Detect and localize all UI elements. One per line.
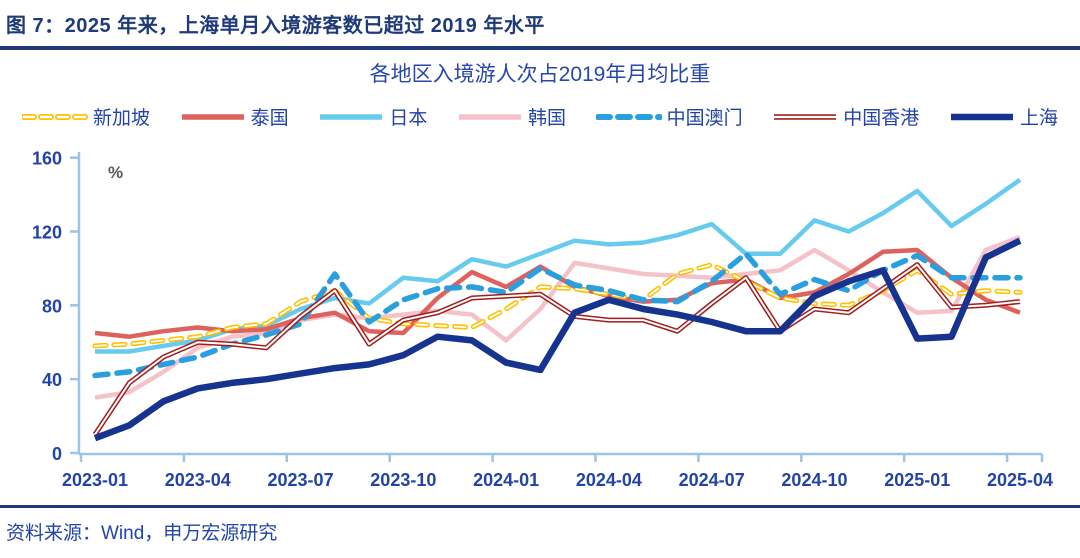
legend-swatch-icon-hongkong (774, 113, 837, 120)
legend-label-thailand: 泰国 (250, 108, 289, 129)
x-axis-tick-label: 2024-04 (576, 470, 642, 490)
legend-item-singapore: 新加坡 (22, 103, 150, 130)
legend-label-singapore: 新加坡 (93, 108, 151, 129)
legend-item-korea: 韩国 (457, 103, 566, 130)
x-axis-tick-label: 2024-10 (781, 470, 847, 490)
legend-item-shanghai: 上海 (949, 103, 1058, 130)
x-axis-tick-label: 2023-10 (370, 470, 436, 490)
legend-label-korea: 韩国 (527, 108, 566, 129)
legend-item-japan: 日本 (318, 103, 427, 130)
series-line-core-hongkong (94, 263, 1021, 436)
x-axis-tick-label: 2025-01 (884, 470, 950, 490)
x-axis-tick-label: 2023-07 (268, 470, 334, 490)
x-axis-tick-label: 2023-01 (62, 470, 128, 490)
y-axis-tick-label: 120 (32, 223, 62, 243)
legend-swatch-icon-japan (320, 113, 383, 120)
chart-legend: 新加坡 泰国 日本 韩国 中国澳门 中国香港 上海 (22, 103, 1058, 130)
series-line-shanghai (93, 237, 1022, 442)
legend-swatch-icon-thailand (181, 113, 244, 120)
legend-label-hongkong: 中国香港 (843, 108, 920, 129)
legend-label-japan: 日本 (389, 108, 428, 129)
legend-swatch-icon-shanghai (950, 113, 1013, 120)
x-axis-tick-label: 2025-04 (987, 470, 1053, 490)
legend-swatch-icon-macau (595, 113, 662, 120)
chart-title: 各地区入境游人次占2019年月均比重 (369, 63, 711, 86)
figure-caption: 图 7：2025 年来，上海单月入境游客数已超过 2019 年水平 (0, 0, 1080, 50)
series-line-korea (94, 234, 1021, 400)
source-note: 资料来源：Wind，申万宏源研究 (6, 523, 278, 544)
y-axis-unit-label: % (108, 163, 123, 182)
legend-label-shanghai: 上海 (1019, 108, 1058, 129)
footer-divider (0, 505, 1080, 508)
y-axis-tick-label: 160 (32, 149, 62, 169)
legend-item-hongkong: 中国香港 (772, 103, 919, 130)
x-axis-tick-label: 2023-04 (165, 470, 231, 490)
legend-swatch-icon-singapore (22, 113, 88, 120)
series-line-macau (92, 250, 1023, 379)
legend-item-thailand: 泰国 (180, 103, 289, 130)
y-axis-tick-label: 0 (52, 444, 62, 464)
x-axis-tick-label: 2024-07 (679, 470, 745, 490)
x-axis-tick-label: 2024-01 (473, 470, 539, 490)
y-axis-tick-label: 80 (42, 296, 62, 316)
legend-item-macau: 中国澳门 (595, 103, 743, 130)
y-axis-tick-label: 40 (42, 370, 62, 390)
legend-swatch-icon-korea (458, 113, 521, 120)
legend-label-macau: 中国澳门 (666, 108, 743, 129)
